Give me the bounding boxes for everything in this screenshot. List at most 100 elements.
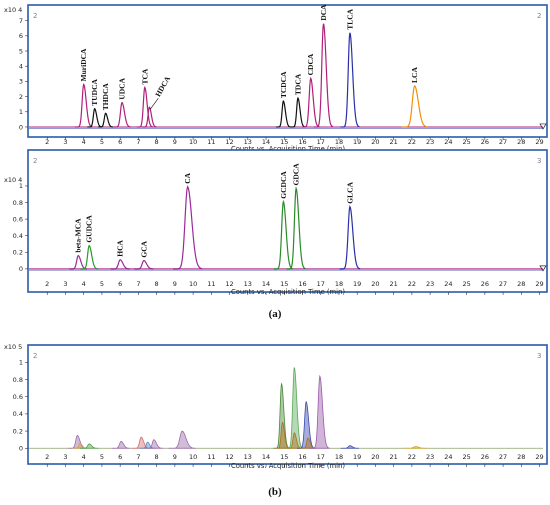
peak-trace [173,185,203,270]
x-axis-label: Counts vs. Acquisition Time (min) [231,462,345,470]
y-tick-label: 5 [19,47,23,55]
peak-label: DCA [319,4,328,21]
x-tick-label: 4 [82,138,86,146]
y-tick-label: 0.4 [13,410,23,418]
x-tick-label: 27 [499,138,507,146]
x-tick-label: 28 [517,280,525,288]
x-tick-label: 29 [535,280,543,288]
peak-label: LCA [410,67,419,83]
peak-trace [69,254,88,270]
x-tick-label: 14 [262,138,270,146]
peak-trace [110,259,130,270]
peak-area [309,374,330,449]
peak-label: MuriDCA [79,48,88,81]
x-tick-label: 22 [408,453,416,461]
y-tick-label: 0.8 [13,199,23,207]
x-tick-label: 14 [262,280,270,288]
x-axis-label: Counts vs. Acquisition Time (min) [231,288,345,296]
x-tick-label: 12 [225,138,233,146]
x-tick-label: 8 [155,280,159,288]
x-tick-label: 20 [371,138,379,146]
plot-frame [27,4,548,138]
x-tick-label: 14 [262,453,270,461]
x-tick-label: 18 [335,280,343,288]
peak-trace [80,244,98,270]
x-tick-label: 22 [408,280,416,288]
x-tick-label: 27 [499,453,507,461]
y-tick-label: 0.8 [13,376,23,384]
x-tick-label: 25 [462,280,470,288]
peak-trace [339,204,361,270]
x-tick-label: 21 [390,138,398,146]
corner-label-left: 2 [33,12,37,20]
x-tick-label: 19 [353,280,361,288]
x-tick-label: 4 [82,280,86,288]
peak-trace [113,101,131,128]
peak-label: TDCA [293,73,302,95]
x-tick-label: 10 [189,453,197,461]
x-tick-label: 7 [136,138,140,146]
x-tick-label: 9 [173,138,177,146]
x-tick-label: 6 [118,138,122,146]
x-tick-label: 7 [136,280,140,288]
x-axis-label: Counts vs. Acquisition Time (min) [231,145,345,153]
y-tick-label: 6 [19,32,23,40]
x-tick-label: 22 [408,138,416,146]
y-tick-label: 0.6 [13,215,23,223]
x-tick-label: 4 [82,453,86,461]
peak-trace [301,76,320,128]
x-tick-label: 26 [481,138,489,146]
corner-label-right: 2 [537,12,541,20]
corner-label-right: 3 [537,352,541,360]
label-leader-line [150,98,159,110]
y-tick-label: 3 [19,78,23,86]
x-tick-label: 10 [189,280,197,288]
x-tick-label: 11 [207,280,215,288]
peak-label: beta-MCA [74,218,83,253]
corner-label-left: 2 [33,157,37,165]
x-tick-label: 2 [45,453,49,461]
x-tick-label: 23 [426,138,434,146]
y-tick-label: 7 [19,17,23,25]
x-tick-label: 13 [244,138,252,146]
peak-trace [74,82,93,128]
peak-area [274,421,291,449]
caption-a: (a) [269,308,282,320]
x-tick-label: 5 [100,138,104,146]
y-tick-label: 0.2 [13,427,23,435]
peak-trace [276,100,291,128]
peak-label: TCDCA [279,71,288,98]
peak-label: HCA [116,239,125,256]
x-tick-label: 15 [280,453,288,461]
x-tick-label: 27 [499,280,507,288]
corner-label-right: 3 [537,157,541,165]
x-tick-label: 3 [63,138,67,146]
x-tick-label: 20 [371,280,379,288]
x-tick-label: 12 [225,280,233,288]
x-tick-label: 28 [517,453,525,461]
peak-label: TLCA [345,8,354,29]
peak-area [340,445,360,449]
peak-trace [286,186,306,270]
peak-label: GDCA [292,163,301,186]
x-tick-label: 17 [317,453,325,461]
peak-trace [134,259,154,270]
peak-trace [273,199,293,270]
peak-label: GCDCA [279,171,288,199]
peak-label: THDCA [101,83,110,111]
peak-area [80,443,99,449]
peak-trace [401,84,428,128]
x-tick-label: 15 [280,280,288,288]
peak-label: GLCA [345,181,354,203]
peak-label: UDCA [117,77,126,99]
x-tick-label: 29 [535,138,543,146]
x-tick-label: 11 [207,453,215,461]
y-tick-label: 1 [19,359,23,367]
peak-label: CDCA [306,53,315,75]
x-tick-label: 28 [517,138,525,146]
x-tick-label: 24 [444,280,452,288]
corner-label-left: 2 [33,352,37,360]
x-tick-label: 9 [173,453,177,461]
